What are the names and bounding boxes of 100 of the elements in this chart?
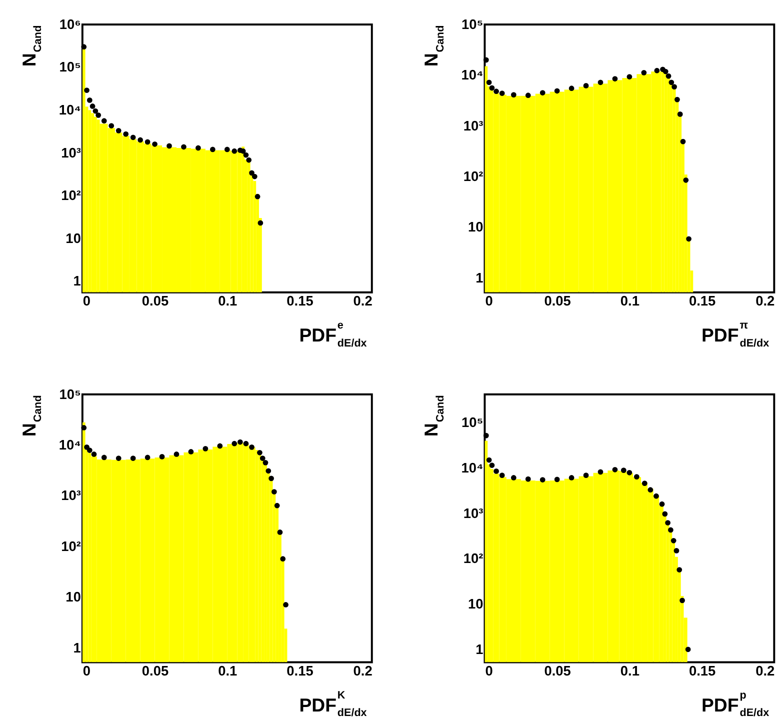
point [262, 460, 268, 466]
y-tick-label: 10 [468, 220, 484, 235]
point [152, 141, 158, 147]
point [144, 139, 150, 145]
y-tick-label: 1 [73, 640, 82, 656]
point [642, 480, 648, 486]
x-tick-label: 0.15 [688, 664, 716, 679]
point [489, 85, 495, 91]
point [283, 602, 288, 608]
y-tick-label: 10³ [61, 488, 82, 504]
point [188, 449, 194, 454]
y-tick-label: 10 [66, 230, 82, 246]
point [583, 472, 589, 478]
point [665, 520, 670, 526]
y-tick-label: 10² [61, 538, 82, 554]
point [641, 70, 647, 76]
y-tick-label: 1 [476, 270, 484, 286]
y-tick-label: 10² [463, 168, 484, 184]
point [568, 475, 574, 480]
point [174, 452, 180, 457]
point [277, 530, 283, 535]
point [680, 598, 685, 604]
point [86, 448, 92, 453]
point [237, 439, 243, 445]
point [266, 468, 272, 474]
y-tick-label: 10³ [61, 145, 82, 160]
point [648, 487, 654, 493]
point [483, 432, 489, 438]
y-tick-label: 10⁵ [462, 16, 484, 32]
point [662, 68, 668, 74]
point [181, 144, 186, 150]
x-tick-label: 0.15 [286, 664, 314, 679]
y-tick-label: 10⁴ [461, 460, 484, 476]
point [677, 112, 683, 117]
point [116, 456, 122, 461]
x-tick-label: 0.05 [544, 294, 572, 309]
point [257, 450, 262, 456]
point [494, 468, 499, 474]
point [81, 44, 87, 50]
x-tick-label: 0.1 [620, 664, 640, 679]
point [499, 90, 505, 96]
y-tick-label: 10² [463, 551, 484, 566]
point [598, 80, 604, 86]
point [159, 454, 165, 460]
x-tick-label: 0.05 [544, 664, 572, 679]
x-tick-label: 0.1 [620, 294, 640, 309]
point [489, 462, 495, 468]
x-tick-label: 0 [485, 664, 494, 679]
point [91, 452, 97, 457]
y-tick-label: 10 [468, 596, 484, 612]
point [554, 476, 560, 482]
point [86, 98, 92, 103]
y-axis-title: NCand [420, 25, 447, 67]
point [274, 502, 280, 508]
point [232, 148, 238, 154]
point [280, 556, 286, 562]
point [583, 83, 589, 88]
point [108, 123, 114, 128]
y-tick-label: 10⁴ [58, 438, 82, 453]
point [246, 157, 252, 163]
y-tick-label: 10 [66, 590, 82, 605]
point [612, 466, 618, 472]
point [626, 74, 632, 80]
point [243, 152, 249, 158]
point [92, 108, 98, 114]
point [486, 80, 492, 86]
point [217, 443, 223, 449]
point [654, 493, 659, 499]
point [685, 646, 691, 652]
point [670, 538, 676, 544]
point [240, 148, 246, 154]
x-tick-label: 0.15 [688, 294, 716, 309]
point [620, 468, 626, 473]
point [196, 145, 201, 151]
point [499, 472, 505, 478]
y-axis-title: NCand [18, 25, 44, 67]
point [510, 475, 516, 480]
point [224, 146, 230, 152]
point [483, 57, 489, 63]
point [254, 194, 260, 200]
point [210, 146, 216, 152]
y-tick-label: 1 [476, 642, 484, 657]
point [659, 501, 665, 507]
point [683, 177, 689, 183]
x-tick-label: 0.05 [142, 664, 169, 679]
x-tick-label: 0.15 [286, 294, 314, 309]
point [654, 68, 660, 74]
y-tick-label: 10⁵ [59, 60, 81, 75]
x-tick-label: 0.1 [218, 664, 238, 679]
point [249, 170, 254, 176]
point [166, 143, 172, 149]
point [81, 425, 87, 430]
x-tick-label: 0 [485, 294, 494, 309]
y-axis-title: NCand [420, 395, 447, 437]
point [626, 470, 632, 476]
point [138, 137, 143, 143]
point [680, 138, 686, 144]
point [202, 446, 208, 452]
point [271, 489, 277, 494]
point [634, 474, 640, 480]
